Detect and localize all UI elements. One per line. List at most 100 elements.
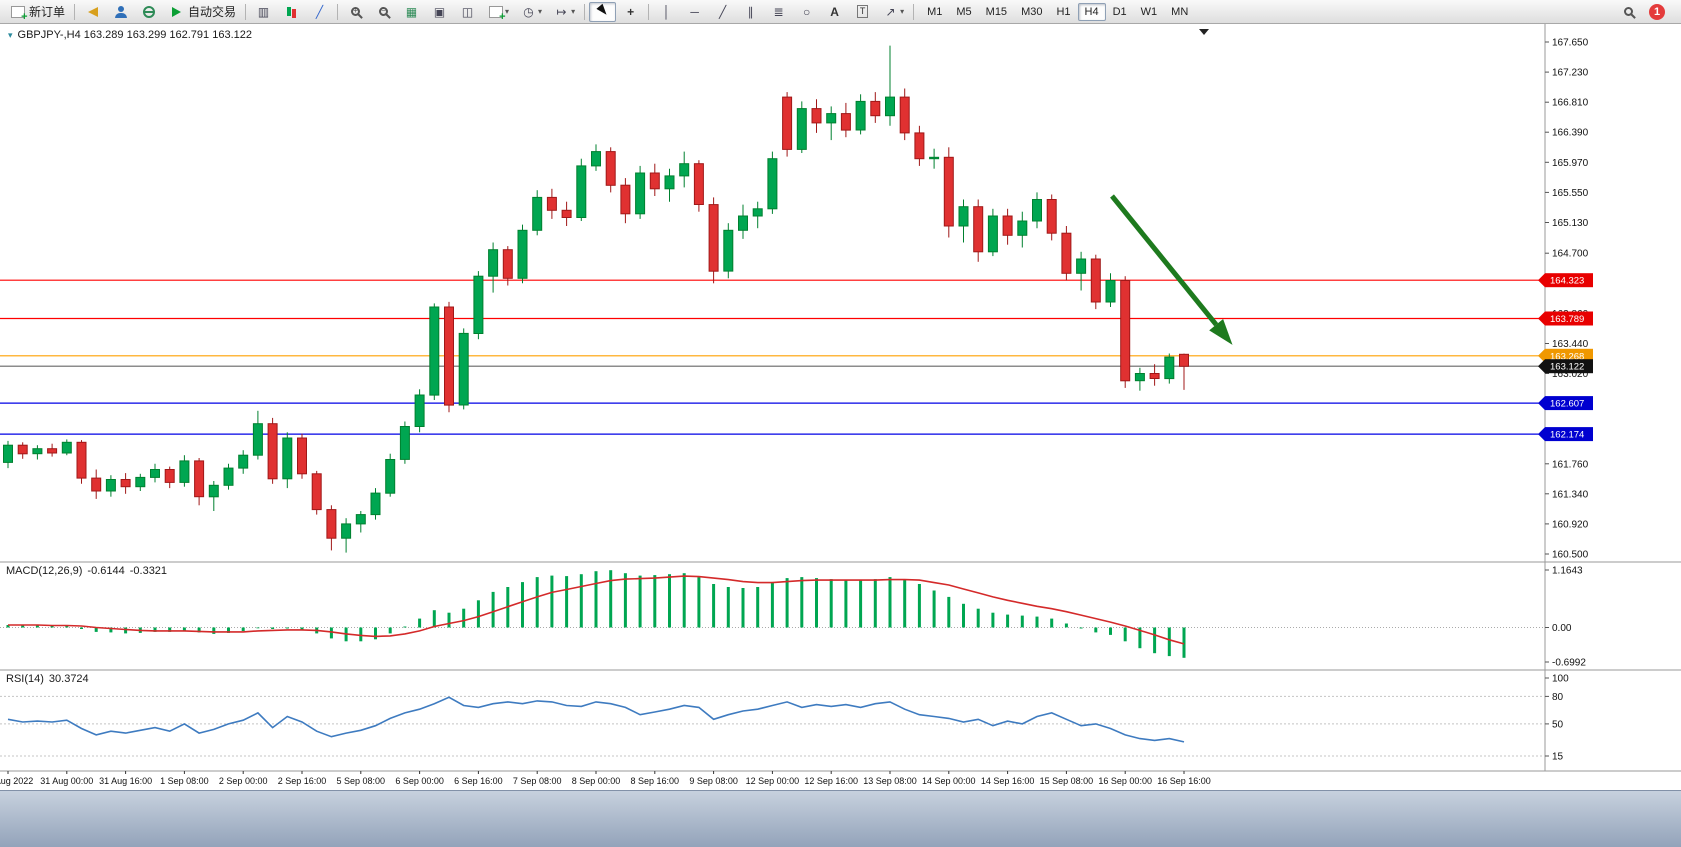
vertical-line-button[interactable]: │ [653, 2, 680, 22]
scroll-marker [1199, 29, 1209, 35]
arrows-button[interactable]: ↗ ▾ [877, 2, 909, 22]
svg-text:16 Sep 00:00: 16 Sep 00:00 [1098, 776, 1152, 786]
new-chart-icon [488, 5, 506, 23]
bar-chart-button[interactable]: ▥ [250, 2, 277, 22]
timeframe-button-m5[interactable]: M5 [956, 5, 972, 18]
svg-text:165.130: 165.130 [1552, 218, 1589, 229]
svg-text:2 Sep 00:00: 2 Sep 00:00 [219, 776, 268, 786]
svg-text:14 Sep 00:00: 14 Sep 00:00 [922, 776, 976, 786]
label-button[interactable]: T [849, 2, 876, 22]
svg-text:166.810: 166.810 [1552, 98, 1589, 109]
status-bar [0, 790, 1681, 847]
new-chart-button[interactable]: ▾ [482, 2, 514, 23]
svg-text:50: 50 [1552, 719, 1564, 730]
svg-text:2 Sep 16:00: 2 Sep 16:00 [278, 776, 327, 786]
horn-icon [87, 6, 98, 17]
macd-panel: 1.1643 0.00 -0.6992 [0, 566, 1586, 669]
play-icon [172, 6, 182, 17]
svg-text:6 Sep 16:00: 6 Sep 16:00 [454, 776, 503, 786]
svg-text:31 Aug 16:00: 31 Aug 16:00 [99, 776, 152, 786]
alerts-button[interactable] [79, 2, 106, 22]
svg-text:80: 80 [1552, 692, 1564, 703]
shapes-button[interactable]: ○ [793, 2, 820, 22]
svg-text:14 Sep 16:00: 14 Sep 16:00 [981, 776, 1035, 786]
svg-text:31 Aug 00:00: 31 Aug 00:00 [40, 776, 93, 786]
trendline-button[interactable]: ╱ [709, 2, 736, 22]
chevron-down-icon: ▾ [538, 7, 543, 16]
channel-icon: ∥ [747, 4, 754, 19]
cursor-button[interactable] [589, 1, 617, 22]
svg-text:165.550: 165.550 [1552, 188, 1589, 199]
vertical-line-icon: │ [662, 4, 671, 19]
toolbar-separator [913, 3, 915, 20]
timeframe-button-h1[interactable]: H1 [1056, 5, 1071, 18]
svg-text:-0.6992: -0.6992 [1552, 658, 1586, 669]
cascade-icon: ▣ [433, 4, 446, 19]
timeframe-button-m30[interactable]: M30 [1021, 5, 1043, 18]
chevron-down-icon: ▾ [900, 7, 905, 16]
clock-icon: ◷ [523, 4, 534, 19]
globe-icon [142, 5, 155, 18]
zoom-in-icon: + [351, 7, 361, 16]
chart-window: 167.650 167.230 166.810 166.390 165.970 165.5… [0, 24, 1681, 790]
horizontal-line-icon: ─ [690, 4, 699, 19]
fibonacci-button[interactable]: ≣ [765, 2, 792, 22]
svg-text:1 Sep 08:00: 1 Sep 08:00 [160, 776, 209, 786]
toolbar-separator [584, 3, 586, 20]
label-icon: T [856, 5, 869, 18]
market-button[interactable] [135, 2, 162, 22]
svg-text:163.122: 163.122 [1550, 362, 1584, 373]
svg-text:5 Sep 08:00: 5 Sep 08:00 [337, 776, 386, 786]
svg-text:163.020: 163.020 [1552, 369, 1589, 380]
chart-shift-button[interactable]: ↦ ▾ [548, 2, 580, 22]
svg-text:164.700: 164.700 [1552, 249, 1589, 260]
new-order-button[interactable]: 新订单 [4, 2, 70, 23]
arrow-tool-icon: ↗ [885, 4, 896, 19]
timeframe-button-w1[interactable]: W1 [1140, 5, 1158, 18]
cursor-icon [595, 3, 610, 18]
trend-arrow [1110, 194, 1233, 345]
timeframe-button-m1[interactable]: M1 [927, 5, 943, 18]
text-icon: A [830, 4, 839, 19]
zoom-out-button[interactable]: − [370, 2, 397, 22]
svg-text:164.323: 164.323 [1550, 276, 1584, 287]
chart-canvas[interactable]: 167.650 167.230 166.810 166.390 165.970 165.5… [0, 24, 1681, 790]
svg-text:167.230: 167.230 [1552, 68, 1589, 79]
period-button[interactable]: ◷ ▾ [515, 2, 547, 22]
timeframe-button-d1[interactable]: D1 [1112, 5, 1127, 18]
svg-text:163.440: 163.440 [1552, 339, 1589, 350]
auto-trading-button[interactable]: 自动交易 [163, 2, 241, 22]
crosshair-button[interactable]: + [617, 2, 644, 22]
svg-text:30 Aug 2022: 30 Aug 2022 [0, 776, 33, 786]
candles-layer [3, 45, 1189, 553]
channel-button[interactable]: ∥ [737, 2, 764, 22]
tile-windows-button[interactable]: ◫ [454, 2, 481, 22]
svg-text:163.789: 163.789 [1550, 314, 1584, 325]
grid-button[interactable]: ▦ [398, 2, 425, 22]
profile-button[interactable] [107, 2, 134, 22]
shapes-icon: ○ [802, 4, 811, 19]
auto-trading-label: 自动交易 [188, 5, 237, 19]
timeframe-button-mn[interactable]: MN [1171, 5, 1189, 18]
svg-text:166.390: 166.390 [1552, 128, 1589, 139]
search-button[interactable] [1615, 2, 1642, 22]
timeframe-button-h4[interactable]: H4 [1077, 2, 1106, 21]
timeframe-group: M1 M5 M15 M30 H1 H4 D1 W1 MN [920, 2, 1195, 21]
chevron-down-icon: ▾ [505, 7, 510, 16]
zoom-out-icon: − [379, 7, 389, 16]
line-chart-button[interactable]: ╱ [306, 2, 333, 22]
zoom-in-button[interactable]: + [342, 2, 369, 22]
trendline-icon: ╱ [718, 4, 727, 19]
timeframe-button-m15[interactable]: M15 [985, 5, 1008, 18]
toolbar-separator [337, 3, 339, 20]
text-button[interactable]: A [821, 2, 848, 22]
svg-text:162.607: 162.607 [1550, 399, 1584, 410]
notification-badge[interactable]: 1 [1649, 3, 1665, 20]
horizontal-line-button[interactable]: ─ [681, 2, 708, 22]
candlestick-chart-button[interactable] [278, 2, 305, 22]
svg-text:167.650: 167.650 [1552, 38, 1589, 49]
fibonacci-icon: ≣ [773, 4, 784, 19]
svg-text:15: 15 [1552, 752, 1564, 763]
cascade-windows-button[interactable]: ▣ [426, 2, 453, 22]
svg-text:13 Sep 08:00: 13 Sep 08:00 [863, 776, 917, 786]
